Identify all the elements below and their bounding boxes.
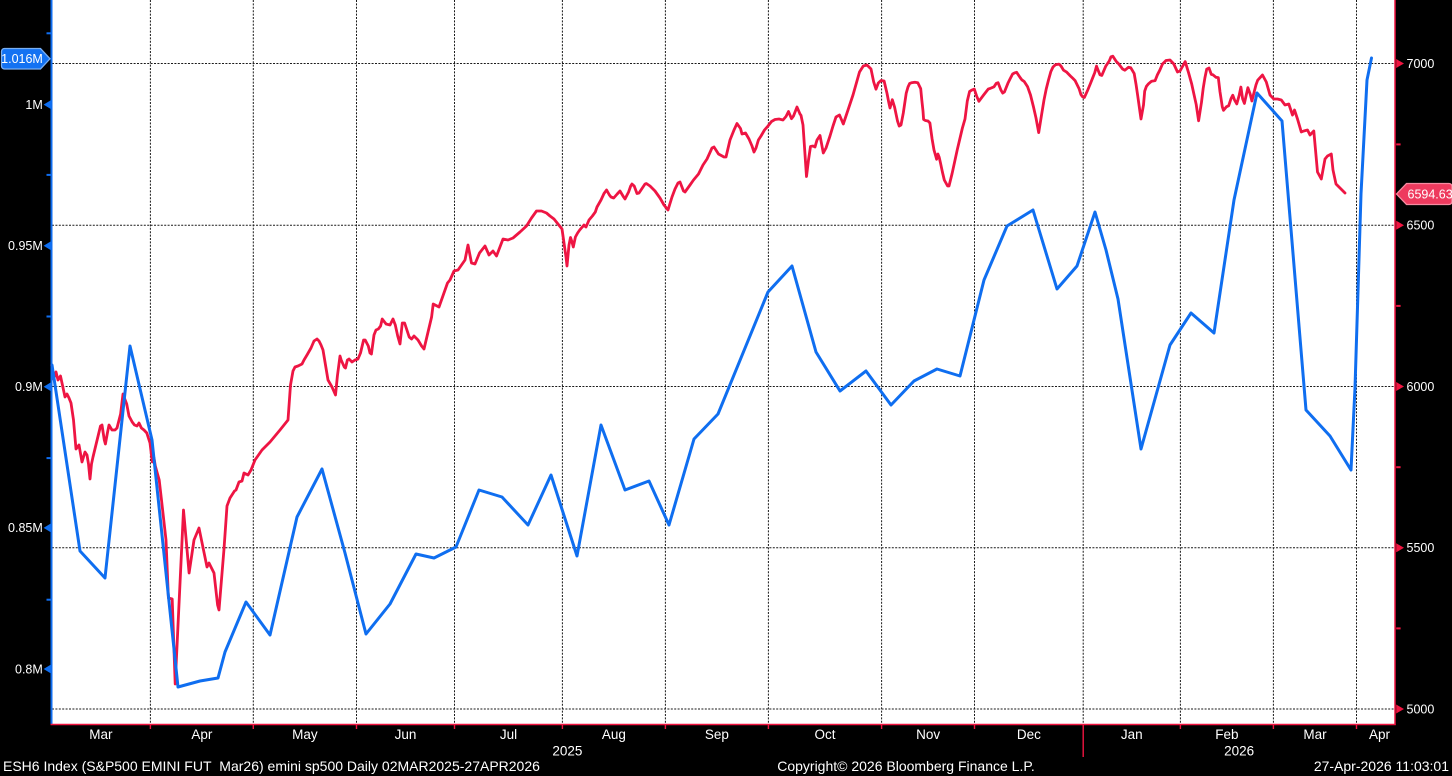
- svg-text:Oct: Oct: [814, 727, 835, 742]
- svg-text:Dec: Dec: [1017, 727, 1041, 742]
- svg-text:6594.63: 6594.63: [1408, 188, 1452, 202]
- svg-text:1M: 1M: [25, 98, 42, 112]
- svg-text:Jan: Jan: [1121, 727, 1143, 742]
- svg-text:2025: 2025: [552, 744, 582, 759]
- svg-text:Sep: Sep: [705, 727, 729, 742]
- svg-text:0.85M: 0.85M: [8, 521, 43, 535]
- svg-text:Apr: Apr: [191, 727, 213, 742]
- svg-text:Mar: Mar: [1303, 727, 1327, 742]
- svg-text:7000: 7000: [1407, 57, 1435, 71]
- svg-text:Jul: Jul: [500, 727, 517, 742]
- svg-text:0.8M: 0.8M: [15, 662, 43, 676]
- svg-text:ESH6 Index (S&P500 EMINI FUT: ESH6 Index (S&P500 EMINI FUT Mar26) emin…: [3, 758, 540, 774]
- svg-text:6500: 6500: [1407, 219, 1435, 233]
- svg-text:Nov: Nov: [916, 727, 940, 742]
- svg-text:2026: 2026: [1224, 744, 1254, 759]
- svg-text:Mar: Mar: [89, 727, 113, 742]
- svg-text:0.9M: 0.9M: [15, 380, 43, 394]
- svg-text:Apr: Apr: [1369, 727, 1391, 742]
- svg-text:Feb: Feb: [1215, 727, 1238, 742]
- svg-text:5000: 5000: [1407, 702, 1435, 716]
- svg-text:Jun: Jun: [395, 727, 417, 742]
- svg-text:5500: 5500: [1407, 541, 1435, 555]
- svg-text:6000: 6000: [1407, 380, 1435, 394]
- svg-text:0.95M: 0.95M: [8, 239, 43, 253]
- svg-text:May: May: [292, 727, 318, 742]
- svg-text:Aug: Aug: [602, 727, 626, 742]
- svg-text:27-Apr-2026 11:03:01: 27-Apr-2026 11:03:01: [1314, 758, 1449, 774]
- svg-text:1.016M: 1.016M: [1, 52, 43, 66]
- svg-text:Copyright© 2026 Bloomberg Fina: Copyright© 2026 Bloomberg Finance L.P.: [777, 758, 1035, 774]
